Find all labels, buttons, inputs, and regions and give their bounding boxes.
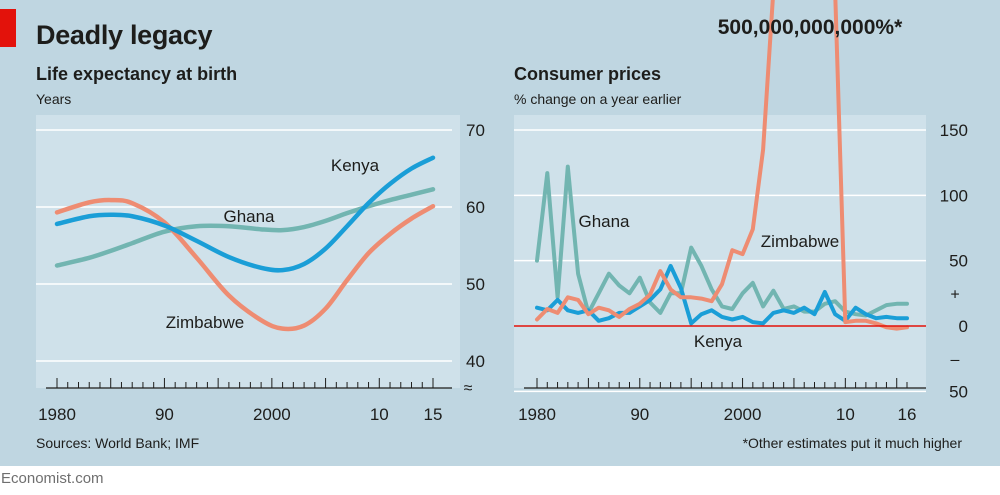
footnote: *Other estimates put it much higher bbox=[742, 435, 962, 451]
life-series-zimbabwe bbox=[54, 197, 436, 332]
prices-x-tick-label: 16 bbox=[898, 405, 917, 424]
life-x-tick-label: 2000 bbox=[253, 405, 291, 424]
prices-label-ghana: Ghana bbox=[578, 212, 630, 231]
life-x-tick-label: 90 bbox=[155, 405, 174, 424]
life-x-tick-label: 10 bbox=[370, 405, 389, 424]
charts-canvas: 40 50 60 70 1980 90 2000 10 15 ≈ Kenya Ghana Zimbabw… bbox=[36, 0, 968, 424]
brand-tag bbox=[0, 9, 16, 47]
consumer-prices-title: Consumer prices bbox=[514, 64, 662, 84]
prices-y-tick-label: 0 bbox=[959, 317, 968, 336]
prices-label-zimbabwe: Zimbabwe bbox=[761, 232, 839, 251]
life-label-kenya: Kenya bbox=[331, 156, 380, 175]
prices-x-tick-label: 10 bbox=[836, 405, 855, 424]
life-y-tick-label: 50 bbox=[466, 275, 485, 294]
life-series-ghana bbox=[54, 187, 436, 268]
page-title: Deadly legacy bbox=[36, 20, 213, 50]
life-y-tick-label: 70 bbox=[466, 121, 485, 140]
prices-x-tick-label: 1980 bbox=[518, 405, 556, 424]
prices-label-kenya: Kenya bbox=[694, 332, 743, 351]
prices-series-zimbabwe bbox=[535, 0, 909, 331]
consumer-prices-subtitle: % change on a year earlier bbox=[514, 91, 682, 107]
life-y-tick-label: 60 bbox=[466, 198, 485, 217]
life-axis-break: ≈ bbox=[464, 380, 473, 397]
prices-plus-sign: + bbox=[950, 286, 959, 303]
sources-note: Sources: World Bank; IMF bbox=[36, 435, 200, 451]
prices-minus-sign: – bbox=[951, 352, 960, 369]
life-x-tick-label: 15 bbox=[424, 405, 443, 424]
life-expectancy-title: Life expectancy at birth bbox=[36, 64, 238, 84]
life-y-tick-label: 40 bbox=[466, 352, 485, 371]
prices-y-tick-label: 100 bbox=[940, 186, 968, 205]
life-label-ghana: Ghana bbox=[223, 207, 275, 226]
prices-y-tick-label: 150 bbox=[940, 121, 968, 140]
prices-y-tick-label: 50 bbox=[949, 382, 968, 401]
life-label-zimbabwe: Zimbabwe bbox=[166, 313, 244, 332]
life-series-kenya bbox=[54, 155, 436, 273]
publisher-credit: Economist.com bbox=[1, 470, 104, 487]
prices-x-tick-label: 2000 bbox=[724, 405, 762, 424]
prices-y-tick-label: 50 bbox=[949, 252, 968, 271]
life-expectancy-subtitle: Years bbox=[36, 91, 72, 107]
prices-annotation: 500,000,000,000%* bbox=[718, 16, 903, 39]
prices-x-tick-label: 90 bbox=[630, 405, 649, 424]
prices-plot-area bbox=[514, 115, 926, 388]
life-plot-area bbox=[36, 115, 460, 388]
life-x-tick-label: 1980 bbox=[38, 405, 76, 424]
